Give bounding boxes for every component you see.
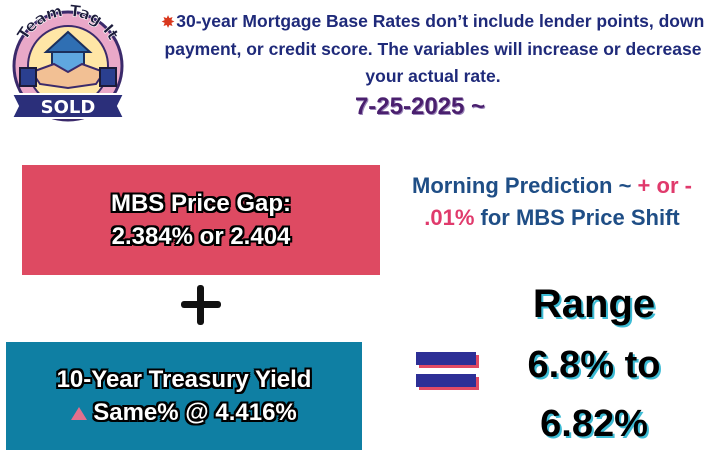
treasury-yield-title: 10-Year Treasury Yield [56, 366, 312, 393]
mbs-price-gap-box: MBS Price Gap: 2.384% or 2.404 [22, 165, 380, 275]
logo-sold-text: SOLD [41, 97, 96, 118]
range-title: Range [532, 282, 656, 326]
range-value-high: 6.82% [540, 403, 648, 445]
treasury-yield-value-row: Same% @ 4.416% [71, 396, 297, 429]
up-triangle-icon [71, 407, 88, 421]
date-label: 7-25-2025 ~ [354, 93, 486, 120]
team-tag-it-sold-logo: Team Tag It SOLD [10, 2, 126, 122]
mbs-price-gap-title: MBS Price Gap: [110, 190, 292, 217]
collision-icon: ✸ [161, 14, 175, 31]
prediction-change: + or - .01% [424, 173, 692, 230]
prediction-prefix: Morning Prediction ~ [412, 173, 638, 198]
mbs-price-gap-value: 2.384% or 2.404 [111, 223, 291, 250]
logo-banner [10, 93, 126, 119]
treasury-yield-value: Same% @ 4.416% [93, 399, 297, 426]
rate-disclaimer: ✸ 30-year Mortgage Base Rates don’t inclu… [148, 8, 718, 90]
range-value-low: 6.8% to [527, 344, 661, 386]
prediction-suffix: for MBS Price Shift [474, 205, 680, 230]
rate-disclaimer-text: 30-year Mortgage Base Rates don’t includ… [164, 11, 705, 86]
treasury-yield-box: 10-Year Treasury Yield Same% @ 4.416% [6, 342, 362, 450]
handshake-icon [19, 62, 117, 90]
plus-icon [179, 283, 223, 327]
morning-prediction: Morning Prediction ~ + or - .01% for MBS… [386, 170, 718, 234]
equals-icon [416, 352, 480, 392]
